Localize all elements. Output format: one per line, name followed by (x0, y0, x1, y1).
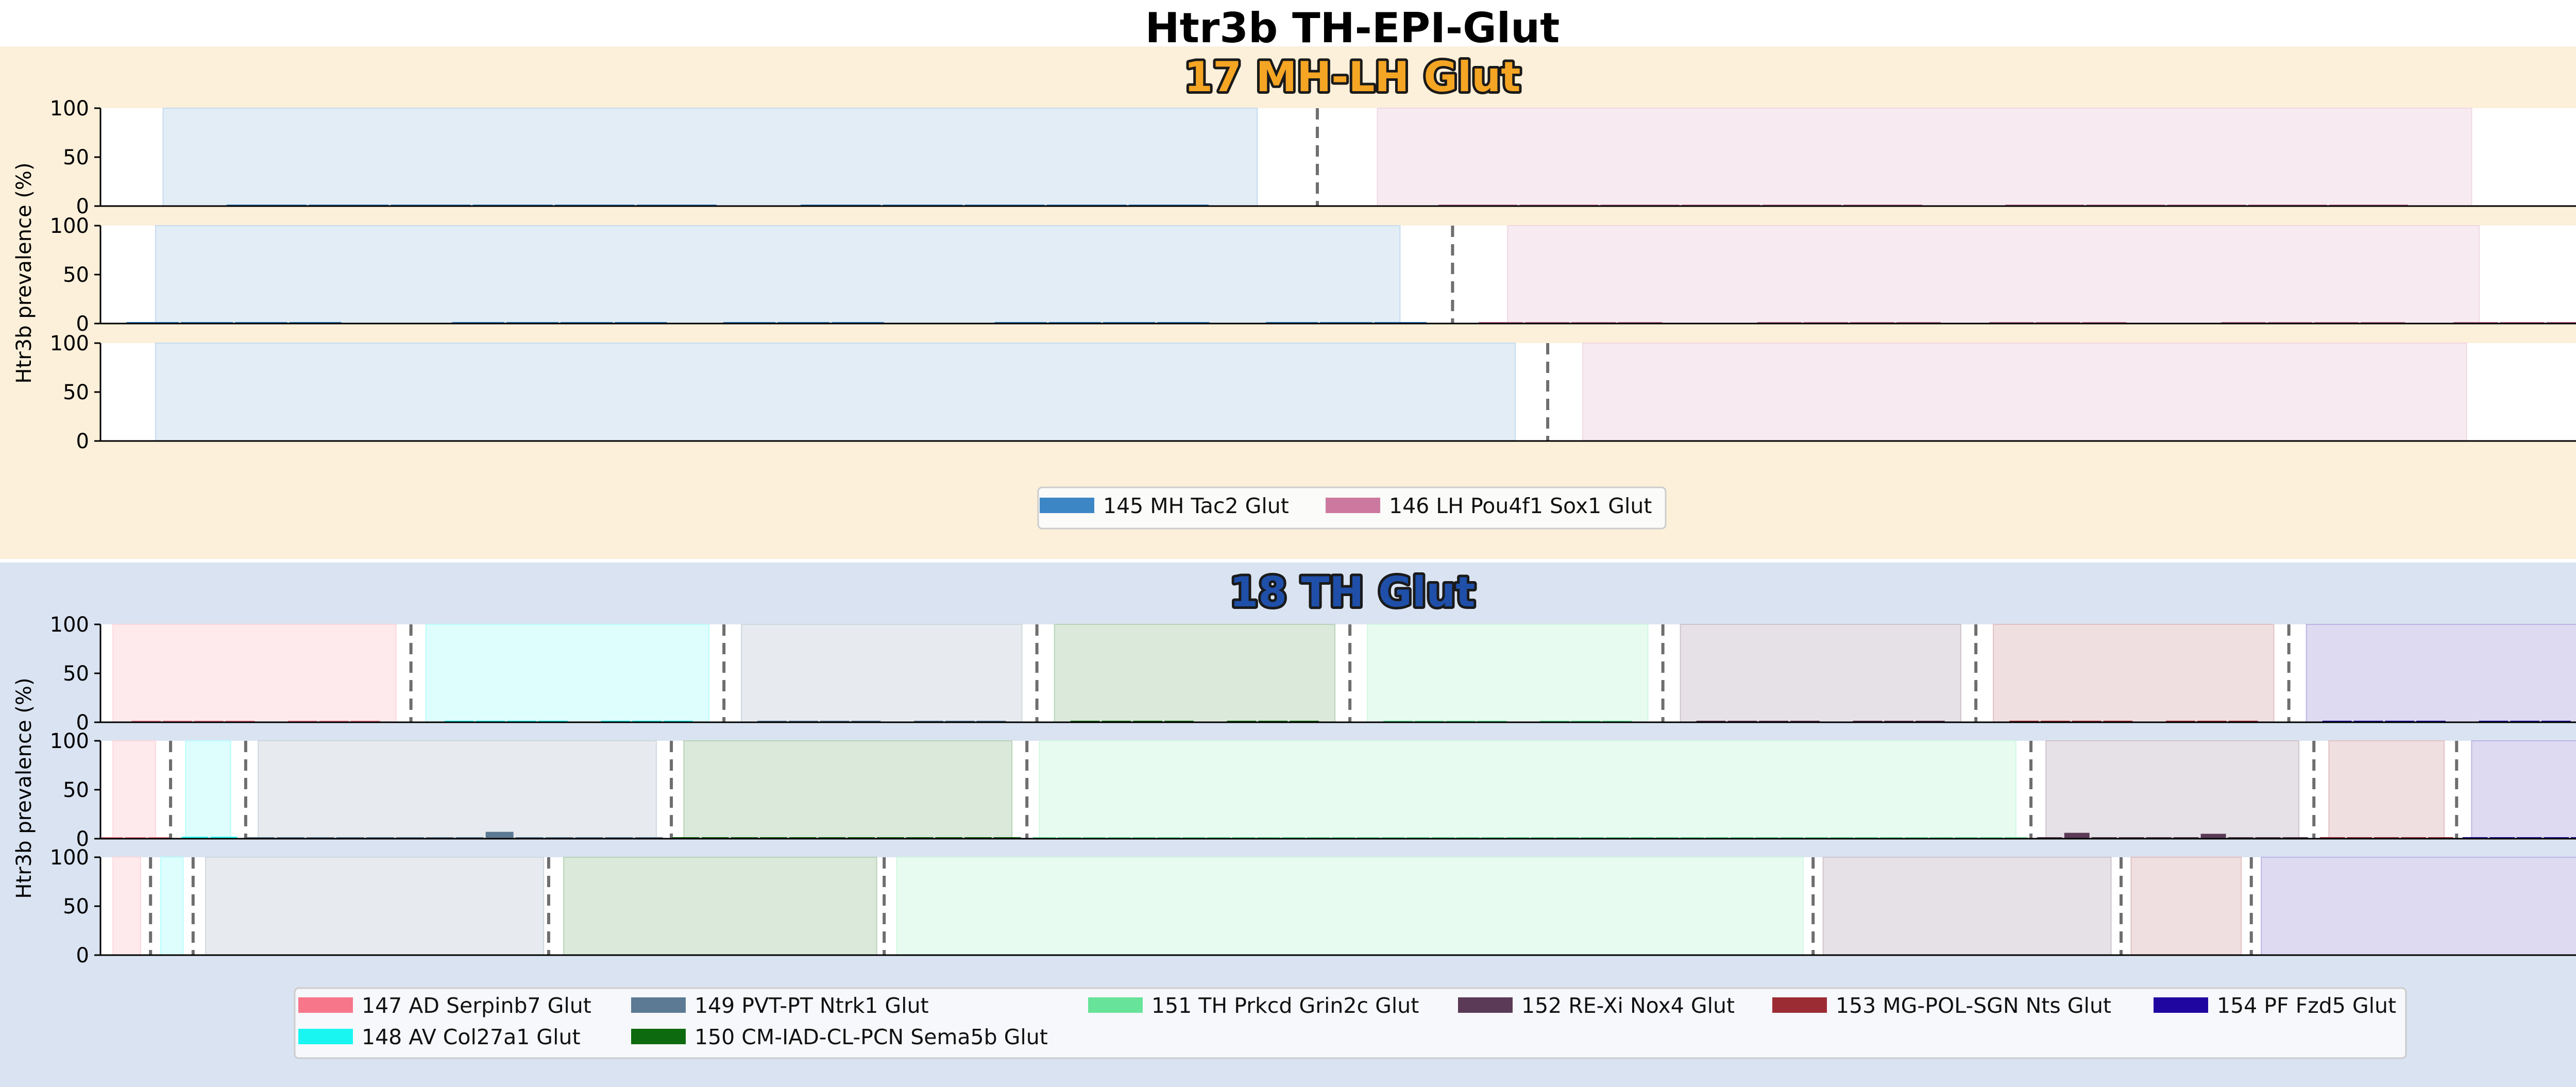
y-tick-label: 50 (63, 146, 89, 169)
cluster-span (2471, 740, 2576, 839)
legend-swatch-154 (2154, 997, 2208, 1013)
cluster-span (205, 857, 545, 956)
group-17-ylabel: Htr3b prevalence (%) (12, 162, 36, 383)
legend-swatch-145 (1040, 498, 1094, 513)
legend-label-151: 151 TH Prkcd Grin2c Glut (1151, 993, 1419, 1018)
legend-label-153: 153 MG-POL-SGN Nts Glut (1836, 993, 2111, 1018)
cluster-span (1507, 225, 2480, 324)
legend-swatch-152 (1458, 997, 1513, 1013)
y-tick-label: 100 (50, 97, 89, 121)
cluster-span (1993, 624, 2275, 723)
cluster-span (2328, 740, 2445, 839)
cluster-span (683, 740, 1013, 839)
cluster-span (896, 857, 1804, 956)
y-tick-label: 0 (76, 827, 89, 851)
bar (210, 837, 238, 839)
legend-label-149: 149 PVT-PT Ntrk1 Glut (694, 993, 929, 1018)
legend-frame (294, 987, 2407, 1059)
cluster-span (741, 624, 1023, 723)
cluster-span (425, 624, 709, 723)
legend-label-146: 146 LH Pou4f1 Sox1 Glut (1389, 494, 1652, 518)
y-tick-label: 50 (63, 778, 89, 802)
y-tick-label: 100 (50, 214, 89, 238)
cluster-span (563, 857, 877, 956)
cluster-span (2261, 857, 2576, 956)
cluster-span (1054, 624, 1335, 723)
cluster-span (2045, 740, 2300, 839)
legend-label-152: 152 RE-Xi Nox4 Glut (1521, 993, 1735, 1018)
legend-swatch-149 (631, 997, 686, 1013)
y-tick-label: 100 (50, 846, 89, 870)
cluster-span (155, 225, 1401, 324)
cluster-span (112, 857, 141, 956)
bar (485, 831, 514, 839)
y-tick-label: 0 (76, 944, 89, 967)
y-tick-label: 0 (76, 195, 89, 218)
bar (181, 837, 209, 839)
legend-swatch-151 (1088, 997, 1143, 1013)
panel-18-row-2: 0 50 100 (50, 729, 2576, 851)
y-tick-label: 50 (63, 381, 89, 404)
legend-swatch-150 (631, 1029, 686, 1044)
y-tick-label: 50 (63, 895, 89, 919)
legend-swatch-147 (298, 997, 353, 1013)
panel-17-row-1: 0 50 100 (50, 97, 2576, 218)
legend-swatch-148 (298, 1029, 353, 1044)
group-17-legend: 145 MH Tac2 Glut 146 LH Pou4f1 Sox1 Glut (1037, 486, 1667, 530)
cluster-span (2306, 624, 2576, 723)
cluster-span (1377, 108, 2472, 207)
y-tick-label: 0 (76, 430, 89, 453)
group-18-legend: 147 AD Serpinb7 Glut 148 AV Col27a1 Glut… (294, 987, 2407, 1059)
y-tick-label: 50 (63, 263, 89, 287)
cluster-span (112, 624, 397, 723)
bar (2064, 833, 2090, 839)
cluster-span (2130, 857, 2242, 956)
cluster-span (1822, 857, 2112, 956)
panel-17-row-2: 0 50 100 (50, 214, 2576, 336)
figure-title: Htr3b TH-EPI-Glut (1145, 4, 1560, 52)
y-tick-label: 0 (76, 711, 89, 735)
cluster-span (1680, 624, 1961, 723)
cluster-span (1367, 624, 1649, 723)
legend-label-147: 147 AD Serpinb7 Glut (362, 993, 591, 1018)
y-tick-label: 0 (76, 312, 89, 336)
legend-label-154: 154 PF Fzd5 Glut (2217, 993, 2396, 1018)
y-tick-label: 100 (50, 729, 89, 753)
legend-label-145: 145 MH Tac2 Glut (1103, 494, 1289, 518)
bar (2200, 834, 2226, 839)
panel-18-row-1: 0 50 100 (50, 613, 2576, 735)
legend-swatch-153 (1772, 997, 1827, 1013)
group-18-title: 18 TH Glut (1230, 568, 1476, 616)
legend-label-148: 148 AV Col27a1 Glut (362, 1025, 581, 1049)
y-tick-label: 100 (50, 332, 89, 355)
panel-18-row-3: 0 50 100 (50, 846, 2576, 967)
cluster-span (1582, 343, 2467, 441)
cluster-span (185, 740, 231, 839)
panel-17-row-3: 0 50 100 (50, 332, 2576, 453)
cluster-span (160, 857, 184, 956)
cluster-span (162, 108, 1258, 207)
cluster-span (1039, 740, 2016, 839)
y-tick-label: 100 (50, 613, 89, 637)
cluster-span (258, 740, 657, 839)
cluster-span (112, 740, 156, 839)
cluster-span (155, 343, 1516, 441)
legend-swatch-146 (1326, 498, 1380, 513)
group-17-title: 17 MH-LH Glut (1184, 53, 1520, 101)
group-18-ylabel: Htr3b prevalence (%) (12, 677, 36, 898)
legend-label-150: 150 CM-IAD-CL-PCN Sema5b Glut (694, 1025, 1048, 1049)
y-tick-label: 50 (63, 662, 89, 686)
